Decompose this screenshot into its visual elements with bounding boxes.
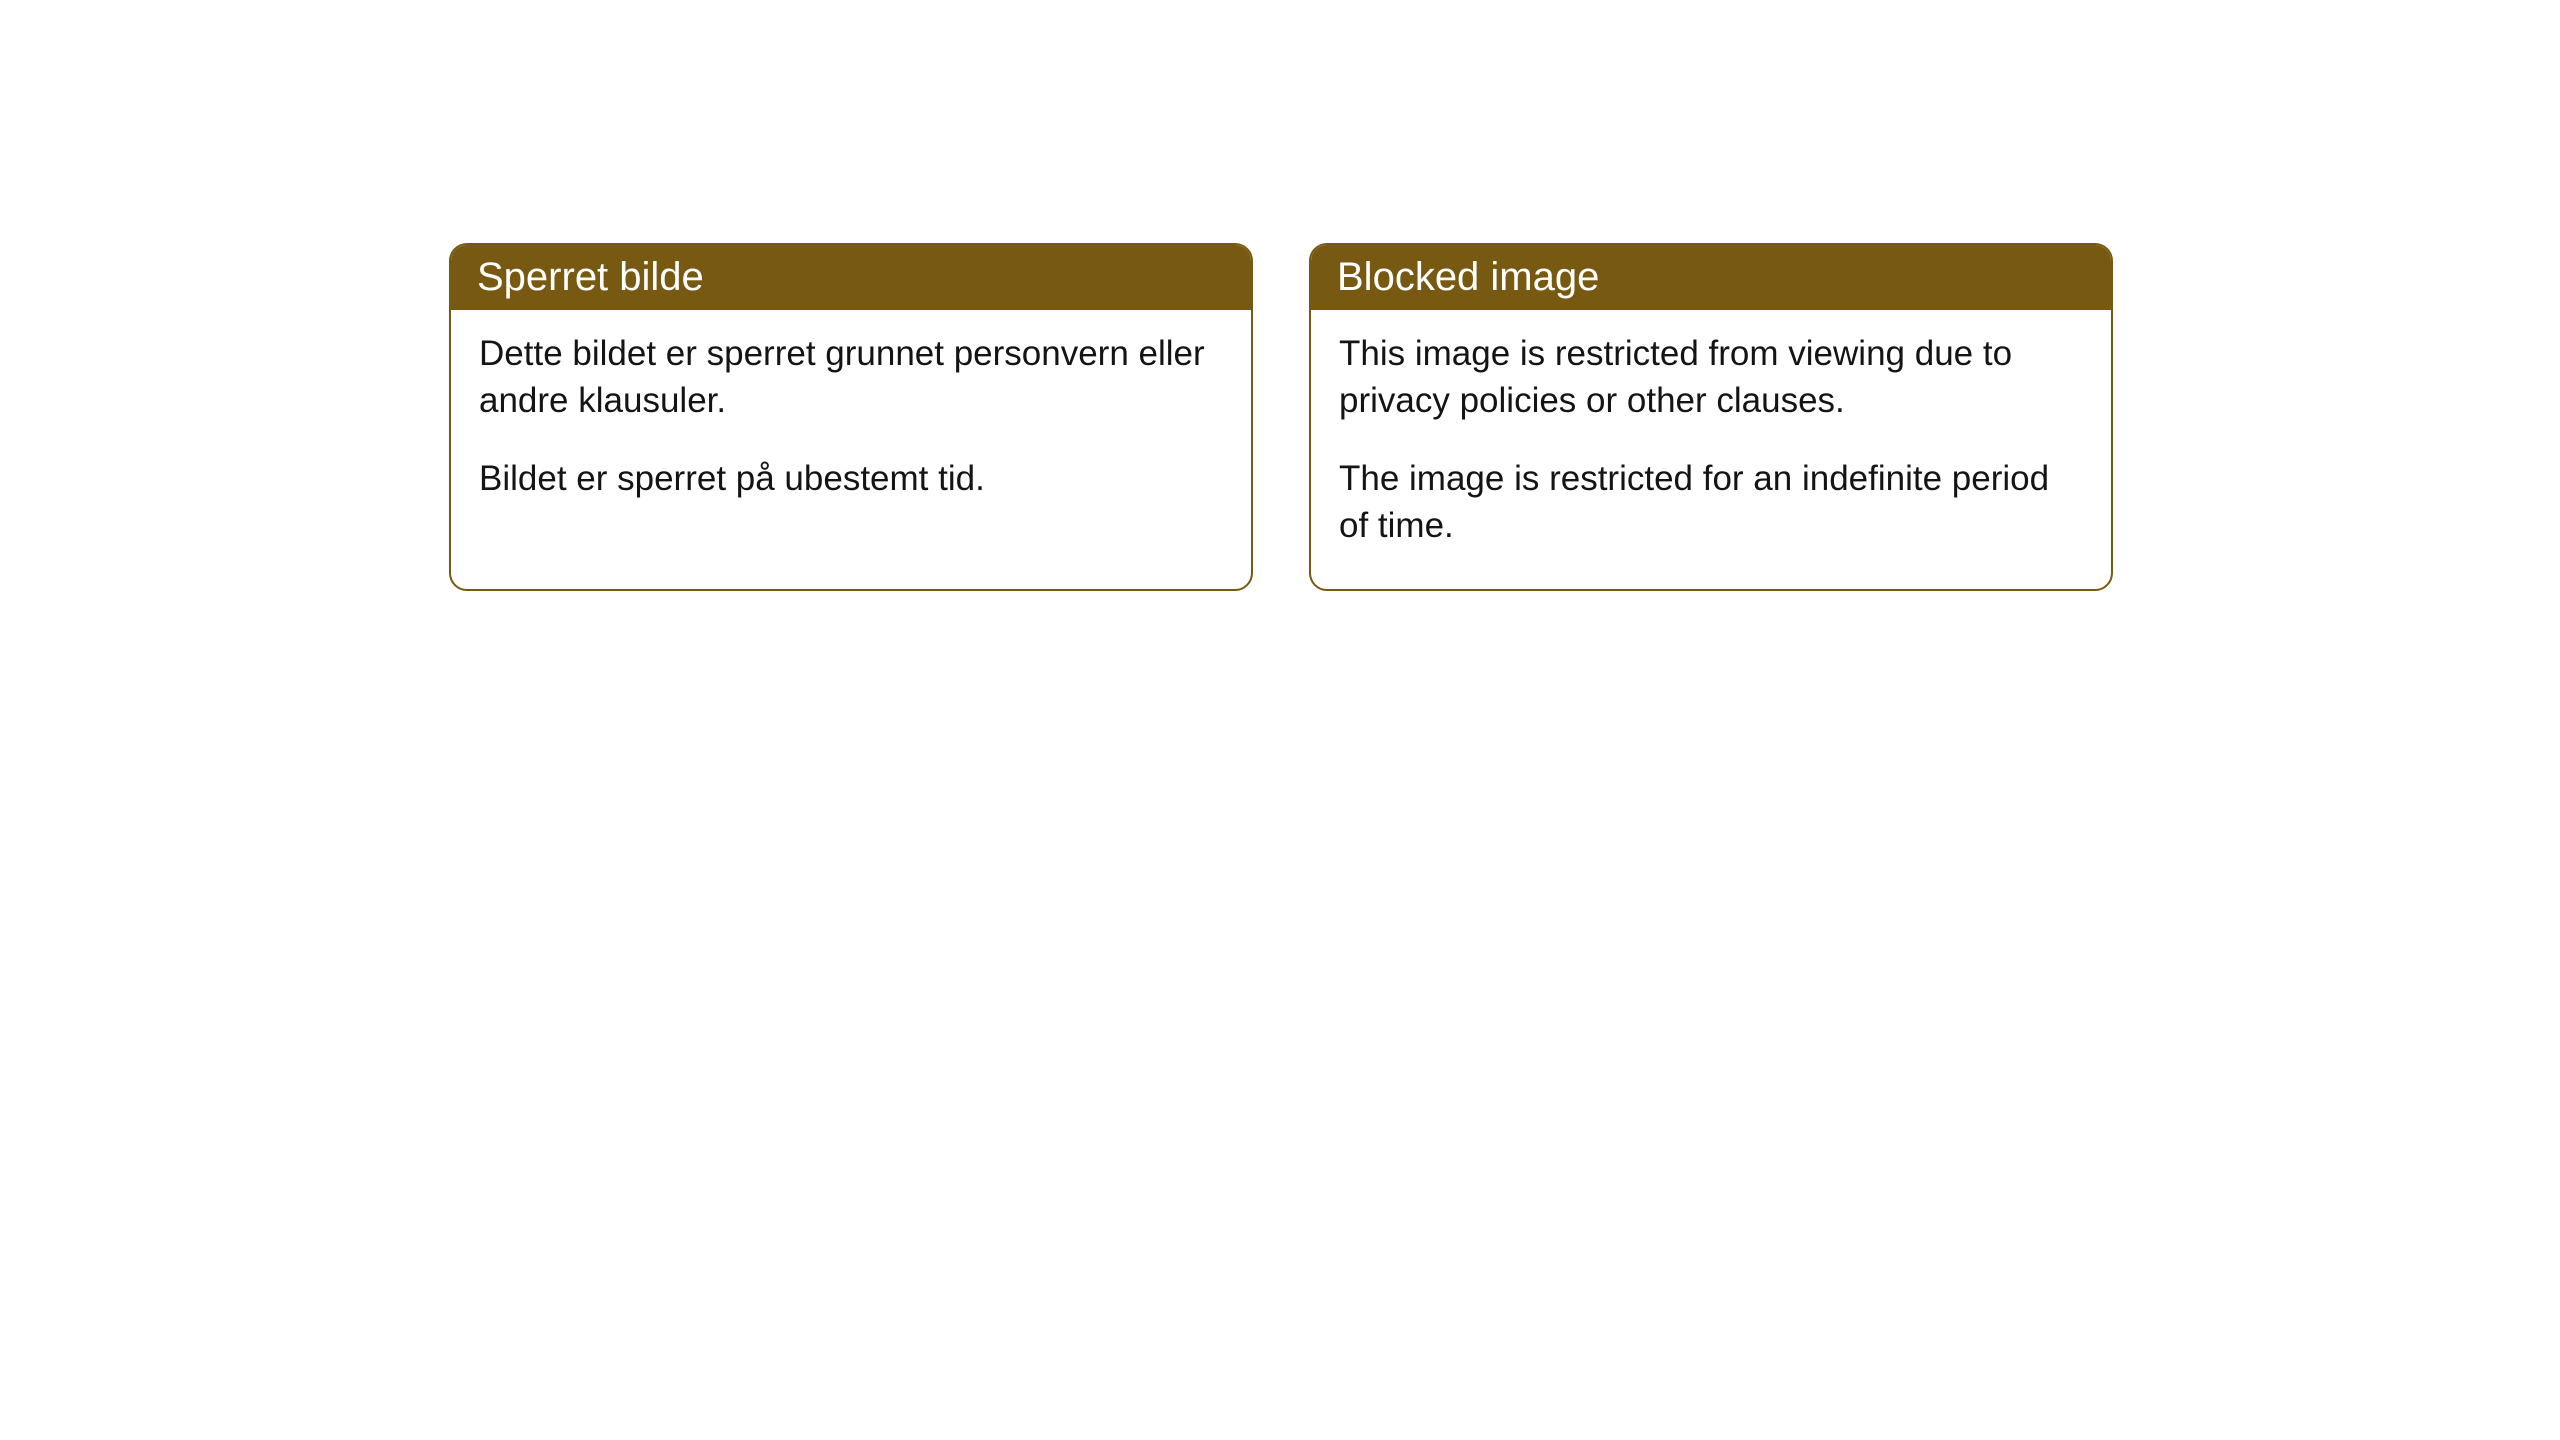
card-title: Blocked image — [1337, 255, 1599, 299]
card-paragraph: Dette bildet er sperret grunnet personve… — [479, 330, 1223, 425]
notice-cards-container: Sperret bilde Dette bildet er sperret gr… — [449, 243, 2113, 591]
card-paragraph: Bildet er sperret på ubestemt tid. — [479, 455, 1223, 502]
card-header: Sperret bilde — [451, 245, 1251, 310]
card-paragraph: This image is restricted from viewing du… — [1339, 330, 2083, 425]
card-body: Dette bildet er sperret grunnet personve… — [451, 310, 1251, 542]
card-header: Blocked image — [1311, 245, 2111, 310]
notice-card-norwegian: Sperret bilde Dette bildet er sperret gr… — [449, 243, 1253, 591]
card-paragraph: The image is restricted for an indefinit… — [1339, 455, 2083, 550]
notice-card-english: Blocked image This image is restricted f… — [1309, 243, 2113, 591]
card-body: This image is restricted from viewing du… — [1311, 310, 2111, 589]
card-title: Sperret bilde — [477, 255, 704, 299]
